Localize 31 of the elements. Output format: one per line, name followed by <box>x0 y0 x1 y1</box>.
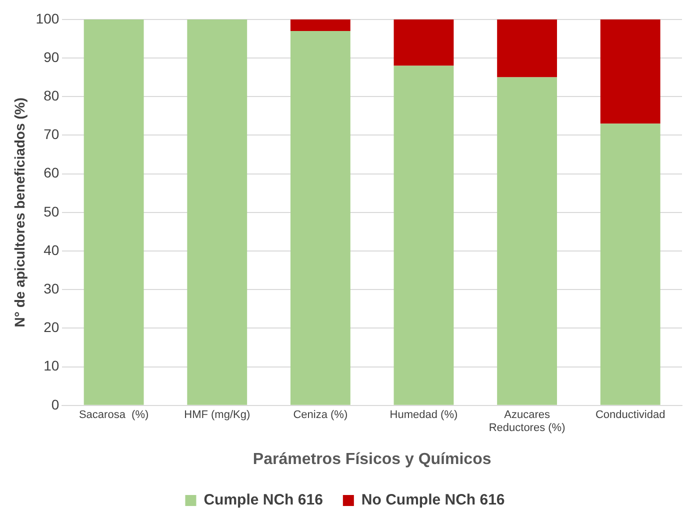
y-tick-label: 60 <box>44 164 60 181</box>
bar <box>497 77 557 405</box>
x-tick-label: HMF (mg/Kg) <box>184 409 250 422</box>
y-tick-label: 80 <box>44 87 60 104</box>
bar <box>600 124 660 405</box>
bar <box>394 19 454 66</box>
bar <box>290 19 350 31</box>
legend-label: Cumple NCh 616 <box>204 492 323 509</box>
y-tick-label: 100 <box>36 10 60 26</box>
y-tick-label: 70 <box>44 126 60 142</box>
bar <box>187 19 248 405</box>
y-tick-label: 40 <box>44 242 60 258</box>
y-tick-label: 0 <box>51 396 60 412</box>
legend-label: No Cumple NCh 616 <box>361 492 505 509</box>
y-tick-label: 50 <box>44 203 60 220</box>
bar <box>497 19 557 78</box>
y-tick-label: 30 <box>44 280 60 296</box>
bar <box>84 19 144 405</box>
x-axis-title: Parámetros Físicos y Químicos <box>252 450 492 468</box>
x-tick-label: Azucares Reductores (%) <box>488 409 566 434</box>
bar <box>600 19 660 124</box>
x-tick-label: Humedad (%) <box>390 409 458 422</box>
y-tick-label: 90 <box>44 48 60 65</box>
y-axis-title: N° de apicultores beneficiados (%) <box>11 98 28 328</box>
x-tick-label: Ceniza (%) <box>293 409 348 422</box>
y-tick-label: 20 <box>44 319 60 336</box>
x-tick-label: Sacarosa (%) <box>78 409 149 422</box>
x-tick-label: Conductividad <box>595 409 666 422</box>
bar <box>394 66 454 405</box>
y-tick-label: 10 <box>44 358 60 374</box>
bar <box>290 30 350 405</box>
